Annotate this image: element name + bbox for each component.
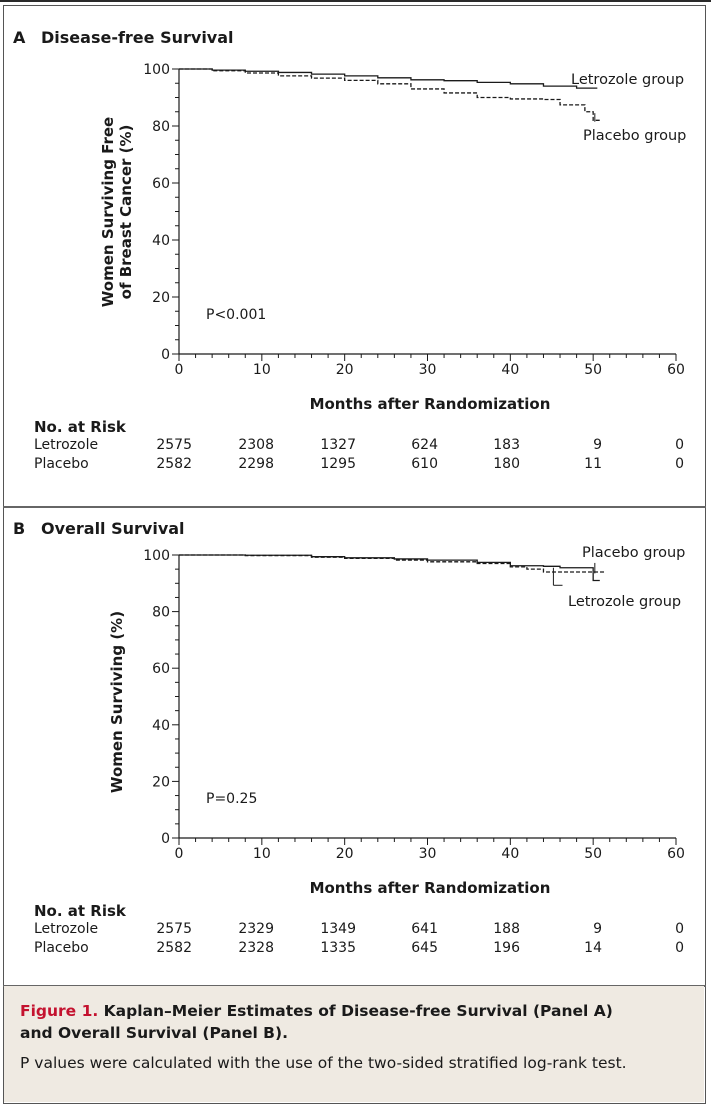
panel-b-x-tick-label: 60: [667, 846, 685, 862]
at-risk-row: Placebo 2582 2298 1295 610 180 11 0: [0, 456, 711, 476]
panel-a-at-risk-header: No. at Risk: [34, 418, 126, 436]
panel-divider: [3, 506, 706, 508]
panel-a-x-tick-label: 0: [175, 362, 184, 378]
panel-b-x-tick-label: 30: [419, 846, 437, 862]
panel-a-x-tick-label: 20: [336, 362, 354, 378]
at-risk-cell: 2582: [156, 456, 192, 472]
at-risk-cell: 641: [411, 921, 438, 937]
figure-caption: Figure 1. Kaplan–Meier Estimates of Dise…: [4, 986, 704, 1102]
panel-b-title: Overall Survival: [41, 519, 185, 538]
at-risk-row-label: Placebo: [34, 456, 89, 472]
panel-b-xlabel: Months after Randomization: [310, 879, 551, 897]
at-risk-cell: 180: [493, 456, 520, 472]
panel-b-placebo-curve: [179, 554, 606, 573]
at-risk-cell: 2328: [238, 940, 274, 956]
panel-a-letrozole-curve: [179, 68, 598, 89]
at-risk-cell: 11: [584, 456, 602, 472]
at-risk-cell: 1349: [320, 921, 356, 937]
at-risk-cell: 1335: [320, 940, 356, 956]
panel-a-x-tick-label: 40: [501, 362, 519, 378]
panel-a-series: [179, 68, 602, 122]
caption-title-line1: Kaplan–Meier Estimates of Disease-free S…: [103, 1002, 613, 1020]
panel-b-y-tick-label: 0: [161, 831, 170, 847]
at-risk-row: Placebo 2582 2328 1335 645 196 14 0: [0, 940, 711, 960]
at-risk-cell: 183: [493, 437, 520, 453]
panel-b-placebo-label: Placebo group: [582, 545, 685, 561]
panel-b-letrozole-label: Letrozole group: [568, 594, 681, 610]
panel-a-ylabel-line2: of Breast Cancer (%): [117, 125, 135, 300]
panel-a-placebo-label: Placebo group: [583, 128, 686, 144]
panel-a-title: Disease-free Survival: [41, 28, 234, 47]
panel-b-y-tick-label: 80: [152, 605, 170, 621]
panel-b-axes: 0 20 40 60 80 100 0 10 20 30 40 50 60: [143, 548, 685, 862]
at-risk-row-label: Letrozole: [34, 437, 99, 453]
at-risk-cell: 2575: [156, 437, 192, 453]
at-risk-cell: 0: [675, 921, 684, 937]
caption-title: Figure 1. Kaplan–Meier Estimates of Dise…: [20, 1000, 704, 1044]
panel-a-y-tick-label: 80: [152, 119, 170, 135]
panel-b-x-tick-label: 40: [501, 846, 519, 862]
panel-b-pvalue: P=0.25: [206, 791, 257, 807]
panel-b-x-tick-label: 0: [175, 846, 184, 862]
panel-a-placebo-curve: [179, 68, 602, 121]
figure-frame: [3, 5, 706, 1104]
panel-a-x-tick-label: 10: [253, 362, 271, 378]
at-risk-cell: 624: [411, 437, 438, 453]
panel-b-y-tick-label: 60: [152, 661, 170, 677]
at-risk-cell: 2329: [238, 921, 274, 937]
panel-a-y-tick-label: 0: [161, 347, 170, 363]
at-risk-cell: 2582: [156, 940, 192, 956]
at-risk-row: Letrozole 2575 2308 1327 624 183 9 0: [0, 437, 711, 457]
at-risk-cell: 1327: [320, 437, 356, 453]
top-rule: [0, 0, 711, 2]
panel-b-letter: B: [13, 519, 25, 538]
panel-a-x-tick-label: 30: [419, 362, 437, 378]
panel-a-y-tick-label: 40: [152, 233, 170, 249]
panel-a-y-tick-label: 20: [152, 290, 170, 306]
panel-b-ylabel: Women Surviving (%): [108, 611, 126, 793]
panel-b-x-tick-label: 10: [253, 846, 271, 862]
panel-b-series: [179, 554, 606, 586]
at-risk-cell: 0: [675, 437, 684, 453]
panel-b-y-tick-label: 20: [152, 774, 170, 790]
at-risk-cell: 2575: [156, 921, 192, 937]
at-risk-cell: 0: [675, 456, 684, 472]
caption-figure-label: Figure 1.: [20, 1002, 99, 1020]
at-risk-cell: 196: [493, 940, 520, 956]
caption-body: P values were calculated with the use of…: [20, 1054, 627, 1072]
panel-a-axes: 0 20 40 60 80 100 0 10 20 30 40 50 60: [143, 62, 685, 378]
panel-a-y-tick-label: 100: [143, 62, 170, 78]
panel-a-letter: A: [13, 28, 26, 47]
at-risk-cell: 2308: [238, 437, 274, 453]
at-risk-cell: 188: [493, 921, 520, 937]
panel-b-x-tick-label: 50: [584, 846, 602, 862]
panel-a-y-tick-label: 60: [152, 176, 170, 192]
at-risk-cell: 14: [584, 940, 602, 956]
panel-a-xlabel: Months after Randomization: [310, 395, 551, 413]
at-risk-cell: 645: [411, 940, 438, 956]
at-risk-cell: 0: [675, 940, 684, 956]
panel-b-at-risk-header: No. at Risk: [34, 902, 126, 920]
panel-a-x-tick-label: 60: [667, 362, 685, 378]
panel-a-x-tick-label: 50: [584, 362, 602, 378]
at-risk-row-label: Letrozole: [34, 921, 99, 937]
panel-b-y-tick-label: 100: [143, 548, 170, 564]
panel-a-letrozole-label: Letrozole group: [571, 72, 684, 88]
caption-divider: [3, 985, 706, 987]
caption-title-line2: and Overall Survival (Panel B).: [20, 1024, 288, 1042]
at-risk-cell: 1295: [320, 456, 356, 472]
at-risk-cell: 9: [593, 437, 602, 453]
panel-a-pvalue: P<0.001: [206, 307, 266, 323]
at-risk-cell: 9: [593, 921, 602, 937]
panel-a-chart: A Disease-free Survival 0 20 40 60 80 100 0 10 2…: [13, 28, 686, 413]
panel-b-y-tick-label: 40: [152, 718, 170, 734]
at-risk-row: Letrozole 2575 2329 1349 641 188 9 0: [0, 921, 711, 941]
panel-b-chart: B Overall Survival 0 20 40 60 80 100 0 10 20 30 40…: [13, 519, 685, 897]
at-risk-cell: 610: [411, 456, 438, 472]
panel-a-ylabel-line1: Women Surviving Free: [99, 117, 117, 307]
at-risk-cell: 2298: [238, 456, 274, 472]
at-risk-row-label: Placebo: [34, 940, 89, 956]
panel-b-x-tick-label: 20: [336, 846, 354, 862]
